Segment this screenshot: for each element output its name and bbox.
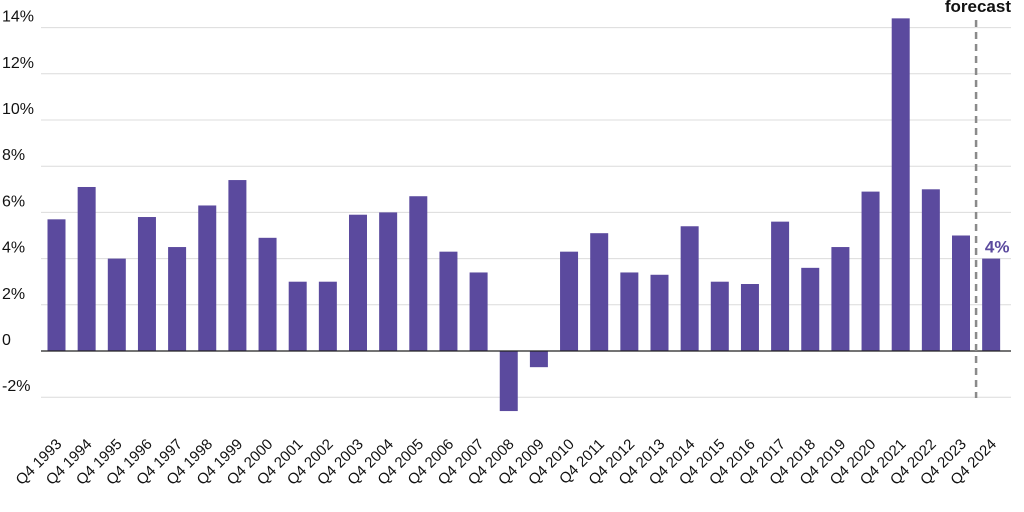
y-tick-label: 14% [2, 9, 34, 26]
bar [258, 237, 277, 351]
bar [288, 281, 307, 351]
bar [771, 221, 790, 351]
bar [861, 191, 880, 351]
bars [47, 18, 1001, 412]
bar [680, 226, 699, 351]
y-axis-tick-labels: -2% 0 2% 4% 6% 8% 10% 12% 14% [2, 9, 34, 396]
bar [228, 180, 247, 351]
bar [107, 258, 126, 351]
bar [620, 272, 639, 351]
bar [168, 247, 187, 351]
bar [740, 284, 759, 351]
bar [529, 351, 548, 368]
bar [560, 251, 579, 351]
bar [801, 267, 820, 351]
y-tick-label: -2% [2, 378, 30, 395]
bar [198, 205, 217, 351]
bar [499, 351, 518, 412]
bar [439, 251, 458, 351]
bar [921, 189, 940, 351]
bar [590, 233, 609, 351]
bar [891, 18, 910, 352]
y-tick-label: 12% [2, 55, 34, 72]
bar [469, 272, 488, 351]
bar [952, 235, 970, 351]
y-tick-label: 8% [2, 147, 25, 164]
bar [349, 214, 367, 351]
bar [409, 196, 428, 351]
bar [650, 274, 669, 351]
y-tick-label: 6% [2, 193, 25, 210]
bar [982, 258, 1001, 351]
y-tick-label: 2% [2, 286, 25, 303]
y-tick-label: 0 [2, 332, 11, 349]
bar [710, 281, 729, 351]
bar [379, 212, 398, 351]
y-tick-label: 10% [2, 101, 34, 118]
bar [318, 281, 337, 351]
forecast-label: forecast [945, 0, 1011, 16]
bar [137, 217, 156, 351]
bar [831, 247, 850, 351]
forecast-value-label: 4% [985, 238, 1010, 257]
bar [77, 186, 96, 351]
bar [47, 219, 66, 351]
y-tick-label: 4% [2, 240, 25, 257]
